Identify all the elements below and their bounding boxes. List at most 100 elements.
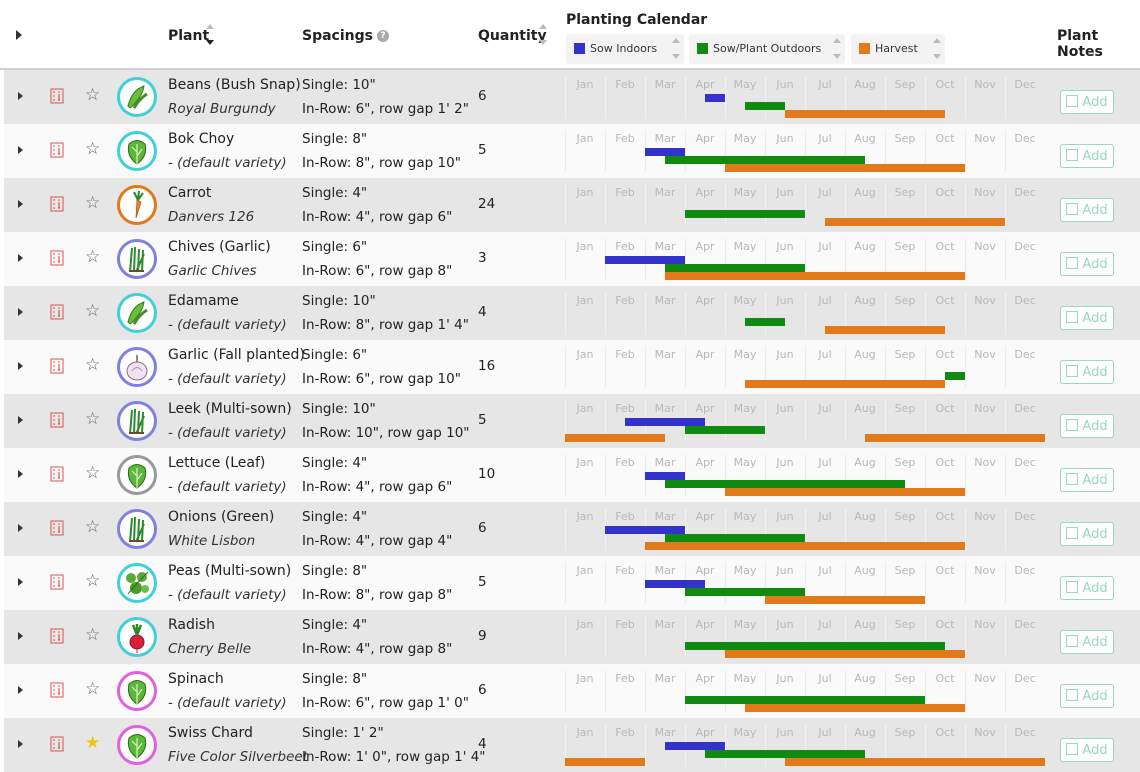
expand-row-caret-icon[interactable] xyxy=(18,632,23,640)
favorite-star-icon[interactable]: ☆ xyxy=(85,571,101,591)
plant-info-icon[interactable] xyxy=(50,466,64,482)
favorite-star-icon[interactable]: ☆ xyxy=(85,679,101,699)
month-label: Apr xyxy=(695,618,715,631)
add-note-button[interactable]: Add xyxy=(1060,522,1114,546)
outdoor-bar xyxy=(685,696,925,704)
quantity-value: 3 xyxy=(478,250,487,266)
legend-harvest[interactable]: Harvest xyxy=(851,34,945,64)
plant-notes-header: Plant Notes xyxy=(1057,28,1140,60)
edit-icon xyxy=(1066,473,1079,485)
favorite-star-icon[interactable]: ☆ xyxy=(85,463,101,483)
add-note-button[interactable]: Add xyxy=(1060,468,1114,492)
expand-row-caret-icon[interactable] xyxy=(18,200,23,208)
plant-info-icon[interactable] xyxy=(50,736,64,752)
quantity-column-header[interactable]: Quantity xyxy=(478,28,547,44)
bean-plant-icon xyxy=(127,301,148,325)
expand-row-caret-icon[interactable] xyxy=(18,362,23,370)
planting-calendar: Jan Feb Mar Apr May Jun Jul Aug Sep Oct Nov Dec xyxy=(565,556,1045,610)
help-icon[interactable]: ? xyxy=(376,30,389,42)
favorite-star-icon[interactable]: ☆ xyxy=(85,355,101,375)
month-label: Apr xyxy=(695,564,715,577)
month-label: Jan xyxy=(576,402,594,415)
favorite-star-icon[interactable]: ☆ xyxy=(85,625,101,645)
planting-calendar: Jan Feb Mar Apr May Jun Jul Aug Sep Oct Nov Dec xyxy=(565,340,1045,394)
expand-row-caret-icon[interactable] xyxy=(18,416,23,424)
expand-row-caret-icon[interactable] xyxy=(18,92,23,100)
expand-row-caret-icon[interactable] xyxy=(18,578,23,586)
quantity-value: 5 xyxy=(478,574,487,590)
plant-info-icon[interactable] xyxy=(50,358,64,374)
month-label: Jan xyxy=(576,456,594,469)
plant-variety: Royal Burgundy xyxy=(168,101,276,117)
plant-info-icon[interactable] xyxy=(50,196,64,212)
harvest-bar xyxy=(665,272,965,280)
favorite-star-icon[interactable]: ☆ xyxy=(85,193,101,213)
add-note-button[interactable]: Add xyxy=(1060,198,1114,222)
month-label: Aug xyxy=(854,240,875,253)
month-label: Jul xyxy=(817,726,831,739)
indoor-bar xyxy=(705,94,725,102)
month-label: Mar xyxy=(655,726,676,739)
single-spacing: Single: 8" xyxy=(302,131,368,147)
plant-info-icon[interactable] xyxy=(50,250,64,266)
plant-info-icon[interactable] xyxy=(50,682,64,698)
add-note-button[interactable]: Add xyxy=(1060,738,1114,762)
plant-info-icon[interactable] xyxy=(50,574,64,590)
plant-info-icon[interactable] xyxy=(50,88,64,104)
favorite-star-icon[interactable]: ☆ xyxy=(85,139,101,159)
plant-name: Spinach xyxy=(168,671,224,687)
favorite-star-icon[interactable]: ☆ xyxy=(85,247,101,267)
add-note-button[interactable]: Add xyxy=(1060,144,1114,168)
favorite-star-icon[interactable]: ☆ xyxy=(85,301,101,321)
month-label: May xyxy=(734,294,757,307)
in-row-spacing: In-Row: 4", row gap 8" xyxy=(302,641,453,657)
plant-info-icon[interactable] xyxy=(50,412,64,428)
plant-info-icon[interactable] xyxy=(50,628,64,644)
expand-row-caret-icon[interactable] xyxy=(18,470,23,478)
sow-outdoors-sort-icon[interactable] xyxy=(833,38,841,60)
expand-row-caret-icon[interactable] xyxy=(18,740,23,748)
add-note-button[interactable]: Add xyxy=(1060,684,1114,708)
indoor-bar xyxy=(605,526,685,534)
leafy-plant-icon xyxy=(127,140,147,165)
add-note-button[interactable]: Add xyxy=(1060,630,1114,654)
add-note-button[interactable]: Add xyxy=(1060,90,1114,114)
sow-indoors-swatch xyxy=(574,43,585,54)
outdoor-bar xyxy=(665,156,865,164)
quantity-sort-arrows-icon[interactable] xyxy=(539,24,549,48)
expand-all-caret-icon[interactable] xyxy=(16,30,22,40)
favorite-star-icon[interactable]: ☆ xyxy=(85,85,101,105)
harvest-bar xyxy=(745,380,945,388)
plant-info-icon[interactable] xyxy=(50,304,64,320)
expand-row-caret-icon[interactable] xyxy=(18,308,23,316)
legend-sow-outdoors[interactable]: Sow/Plant Outdoors xyxy=(689,34,845,64)
planting-calendar: Jan Feb Mar Apr May Jun Jul Aug Sep Oct Nov Dec xyxy=(565,502,1045,556)
plant-info-icon[interactable] xyxy=(50,520,64,536)
add-note-label: Add xyxy=(1082,311,1108,326)
quantity-value: 6 xyxy=(478,682,487,698)
add-note-button[interactable]: Add xyxy=(1060,252,1114,276)
planting-calendar: Jan Feb Mar Apr May Jun Jul Aug Sep Oct Nov Dec xyxy=(565,448,1045,502)
legend-sow-indoors[interactable]: Sow Indoors xyxy=(566,34,684,64)
favorite-star-icon[interactable]: ☆ xyxy=(85,409,101,429)
expand-row-caret-icon[interactable] xyxy=(18,254,23,262)
plant-sort-arrows-icon[interactable] xyxy=(206,24,216,48)
expand-row-caret-icon[interactable] xyxy=(18,524,23,532)
table-row: ☆ Peas (Multi-sown) - (default variety) Sin… xyxy=(4,556,1140,610)
table-row: ☆ Onions (Green) White Lisbon Single: 4" In-… xyxy=(4,502,1140,556)
favorite-star-icon[interactable]: ★ xyxy=(85,733,101,753)
sow-indoors-sort-icon[interactable] xyxy=(672,38,680,60)
add-note-button[interactable]: Add xyxy=(1060,414,1114,438)
plant-column-header[interactable]: Plant xyxy=(168,28,209,44)
add-note-button[interactable]: Add xyxy=(1060,306,1114,330)
month-label: Apr xyxy=(695,132,715,145)
harvest-sort-icon[interactable] xyxy=(933,38,941,60)
planting-calendar: Jan Feb Mar Apr May Jun Jul Aug Sep Oct Nov Dec xyxy=(565,718,1045,772)
expand-row-caret-icon[interactable] xyxy=(18,686,23,694)
plant-info-icon[interactable] xyxy=(50,142,64,158)
expand-row-caret-icon[interactable] xyxy=(18,146,23,154)
add-note-button[interactable]: Add xyxy=(1060,360,1114,384)
favorite-star-icon[interactable]: ☆ xyxy=(85,517,101,537)
month-label: Jun xyxy=(775,186,793,199)
add-note-button[interactable]: Add xyxy=(1060,576,1114,600)
